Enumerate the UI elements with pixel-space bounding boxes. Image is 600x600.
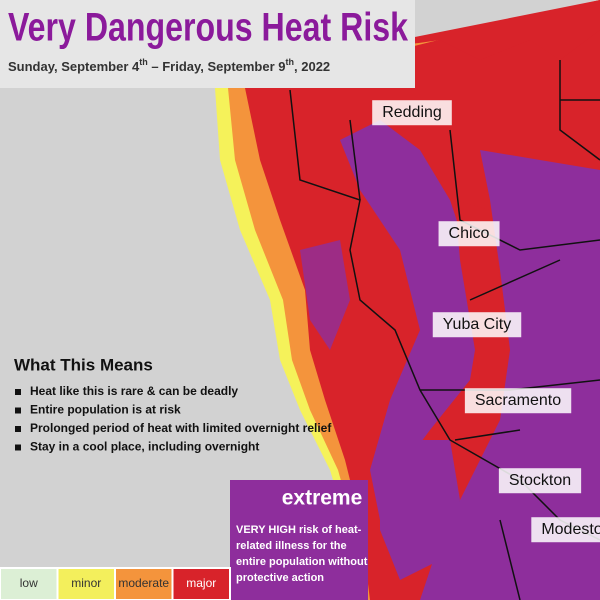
- info-heading: What This Means: [14, 355, 153, 374]
- legend-label: minor: [71, 576, 101, 590]
- city-label: Redding: [382, 104, 442, 121]
- bullet-text: Heat like this is rare & can be deadly: [30, 384, 238, 398]
- city-box: [372, 100, 452, 126]
- bullet-text: Prolonged period of heat with limited ov…: [30, 421, 332, 435]
- bullet-mark: [15, 389, 21, 395]
- bullet-mark: [15, 444, 21, 451]
- level-description: protective action: [236, 572, 324, 584]
- city-label: Sacramento: [475, 392, 561, 409]
- level-box: [230, 480, 368, 600]
- city-box: [438, 221, 500, 247]
- title: Very Dangerous Heat Risk: [8, 6, 409, 50]
- city-label: Yuba City: [443, 316, 511, 333]
- subtitle-part: – Friday, September 9: [148, 59, 286, 74]
- city-box: [531, 517, 600, 543]
- legend-label: moderate: [118, 576, 169, 590]
- title-panel: [0, 0, 415, 88]
- city-box: [464, 388, 572, 414]
- legend-swatch: [0, 567, 59, 600]
- city-label: Stockton: [509, 472, 571, 489]
- subtitle-part: Sunday, September 4: [8, 59, 140, 74]
- level-description: related illness for the: [236, 540, 347, 552]
- legend-label: major: [186, 576, 216, 590]
- city-box: [432, 312, 522, 338]
- city-label: Modesto: [541, 521, 600, 538]
- bullet-mark: [15, 426, 21, 432]
- level-description: entire population without: [236, 556, 368, 568]
- legend-label: low: [20, 576, 38, 590]
- subtitle-sup: th: [139, 57, 148, 67]
- subtitle: Sunday, September 4th – Friday, Septembe…: [8, 57, 330, 74]
- level-name: extreme: [282, 487, 363, 510]
- legend-swatch: [56, 567, 116, 600]
- subtitle-sup: th: [286, 57, 295, 67]
- legend-swatch: [114, 567, 174, 600]
- bullet-text: Stay in a cool place, including overnigh…: [30, 440, 259, 454]
- subtitle-part: , 2022: [294, 59, 330, 74]
- city-box: [498, 468, 582, 494]
- bullet-text: Entire population is at risk: [30, 403, 181, 417]
- heat-map: [215, 0, 600, 600]
- legend-swatch: [171, 567, 231, 600]
- bullet-mark: [15, 407, 21, 414]
- level-description: VERY HIGH risk of heat-: [236, 524, 362, 536]
- city-label: Chico: [449, 225, 490, 242]
